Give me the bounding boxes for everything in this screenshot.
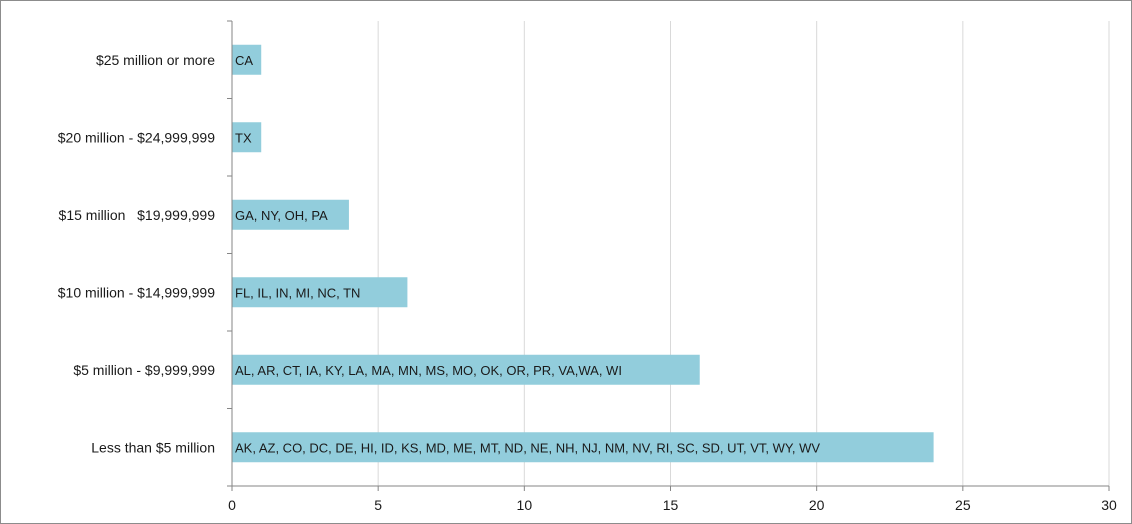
bar-4 [232, 122, 262, 153]
grid-layer [377, 21, 1110, 486]
x-tick-label-10: 10 [517, 497, 533, 513]
bar-label-1: AL, AR, CT, IA, KY, LA, MA, MN, MS, MO, … [235, 363, 622, 378]
x-tick-label-5: 5 [374, 497, 382, 513]
x-tick-label-25: 25 [955, 497, 971, 513]
category-label-5: $25 million or more [96, 52, 215, 68]
x-tick-label-0: 0 [228, 497, 236, 513]
bar-label-4: TX [235, 130, 252, 145]
bar-label-5: CA [235, 53, 253, 68]
bar-label-0: AK, AZ, CO, DC, DE, HI, ID, KS, MD, ME, … [235, 440, 820, 455]
label-layer: 0 5 10 15 20 25 30 AK, AZ, CO, DC, DE, HI, ID, … [58, 52, 1117, 513]
x-tick-label-20: 20 [809, 497, 825, 513]
bar-2 [232, 277, 408, 308]
bar-3 [232, 199, 349, 230]
x-tick-label-15: 15 [663, 497, 679, 513]
axis-layer [227, 20, 1110, 491]
bar-0 [232, 432, 934, 463]
bar-label-3: GA, NY, OH, PA [235, 208, 328, 223]
category-label-3: $15 million $19,999,999 [59, 207, 216, 223]
category-label-2: $10 million - $14,999,999 [58, 284, 215, 300]
category-label-4: $20 million - $24,999,999 [58, 129, 215, 145]
bar-5 [232, 44, 262, 75]
x-tick-label-30: 30 [1101, 497, 1117, 513]
category-label-1: $5 million - $9,999,999 [73, 362, 215, 378]
bar-label-2: FL, IL, IN, MI, NC, TN [235, 285, 360, 300]
bar-1 [232, 354, 700, 385]
bar-layer [232, 44, 934, 463]
category-label-0: Less than $5 million [91, 439, 215, 455]
